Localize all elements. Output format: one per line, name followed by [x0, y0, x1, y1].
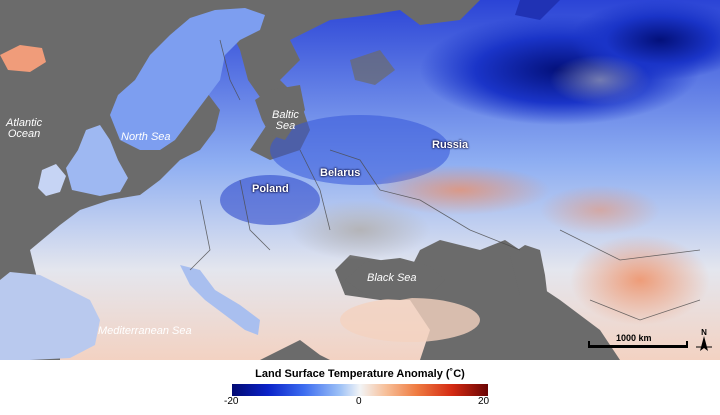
scale-bar: 1000 km [588, 333, 688, 351]
legend: Land Surface Temperature Anomaly (˚C) -2… [0, 360, 720, 415]
land-scandinavia [110, 8, 265, 150]
land-italy [180, 265, 260, 335]
sea-caspian [510, 245, 560, 332]
land-iberia [0, 272, 100, 360]
legend-color-ramp [232, 384, 488, 396]
svg-text:N: N [701, 328, 707, 337]
sea-black [345, 258, 445, 300]
sea-baltic [255, 85, 305, 140]
legend-tick-mid: 0 [356, 396, 362, 407]
label-russia: Russia [432, 139, 469, 151]
label-poland: Poland [252, 183, 289, 195]
label-atlantic-ocean-text: Atlantic Ocean [6, 117, 43, 140]
label-atlantic-ocean: Atlantic Ocean [6, 118, 42, 140]
land-ireland [38, 164, 66, 196]
legend-tick-min: -20 [224, 396, 239, 407]
label-mediterranean-sea: Mediterranean Sea [98, 325, 192, 337]
label-baltic-sea-text: Baltic Sea [272, 109, 299, 132]
scale-bar-label: 1000 km [616, 333, 652, 343]
label-belarus: Belarus [320, 167, 361, 179]
country-borders [189, 39, 701, 321]
land-iceland [0, 45, 46, 72]
label-north-sea: North Sea [121, 131, 171, 143]
label-baltic-sea: Baltic Sea [272, 110, 299, 132]
map-view: Atlantic Ocean North Sea Baltic Sea Blac… [0, 0, 720, 360]
land-britain [66, 125, 128, 196]
label-black-sea: Black Sea [367, 272, 417, 284]
map-canvas [0, 0, 720, 360]
scale-bar-tick-right [686, 341, 688, 348]
sea-white [350, 50, 395, 85]
scale-bar-line [588, 345, 688, 348]
sea-mediterranean-east [260, 340, 330, 360]
north-arrow-icon: N [696, 328, 712, 351]
legend-tick-max: 20 [478, 396, 490, 407]
scale-bar-tick-left [588, 341, 590, 348]
land-arctic-island [515, 0, 560, 20]
legend-title: Land Surface Temperature Anomaly (˚C) [255, 368, 465, 380]
